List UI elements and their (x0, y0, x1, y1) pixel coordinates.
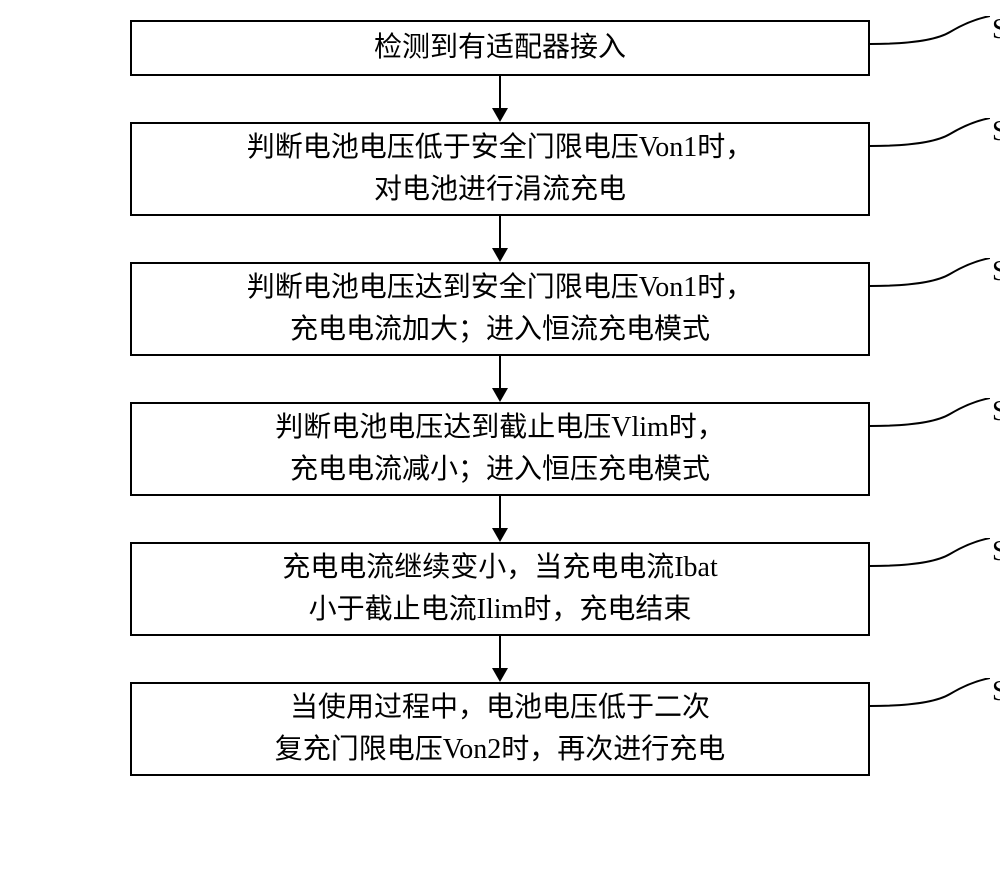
step-wrapper-s102: 判断电池电压低于安全门限电压Von1时，对电池进行涓流充电S102 (0, 122, 1000, 216)
arrow-line (499, 636, 501, 668)
arrow-down (492, 496, 508, 542)
step-text-line: 检测到有适配器接入 (374, 27, 626, 69)
step-label-s106: S106 (992, 676, 1000, 708)
arrow-line (499, 76, 501, 108)
arrow-line (499, 356, 501, 388)
step-text-line: 复充门限电压Von2时，再次进行充电 (275, 729, 726, 771)
step-box-s106: 当使用过程中，电池电压低于二次复充门限电压Von2时，再次进行充电 (130, 682, 870, 776)
step-label-s104: S104 (992, 396, 1000, 428)
step-text-line: 充电电流加大；进入恒流充电模式 (290, 309, 710, 351)
arrow-line (499, 216, 501, 248)
connector-curve (870, 16, 990, 46)
arrow-head-icon (492, 248, 508, 262)
step-text-line: 充电电流继续变小，当充电电流Ibat (282, 547, 718, 589)
arrow-down (492, 356, 508, 402)
step-box-s104: 判断电池电压达到截止电压Vlim时，充电电流减小；进入恒压充电模式 (130, 402, 870, 496)
step-text-line: 判断电池电压达到截止电压Vlim时， (275, 407, 725, 449)
step-box-s103: 判断电池电压达到安全门限电压Von1时，充电电流加大；进入恒流充电模式 (130, 262, 870, 356)
arrow-down (492, 636, 508, 682)
step-wrapper-s103: 判断电池电压达到安全门限电压Von1时，充电电流加大；进入恒流充电模式S103 (0, 262, 1000, 356)
connector-curve (870, 118, 990, 148)
step-wrapper-s105: 充电电流继续变小，当充电电流Ibat小于截止电流Ilim时，充电结束S105 (0, 542, 1000, 636)
arrow-line (499, 496, 501, 528)
arrow-head-icon (492, 388, 508, 402)
step-wrapper-s104: 判断电池电压达到截止电压Vlim时，充电电流减小；进入恒压充电模式S104 (0, 402, 1000, 496)
step-text-line: 当使用过程中，电池电压低于二次 (290, 687, 710, 729)
arrow-head-icon (492, 528, 508, 542)
step-text-line: 对电池进行涓流充电 (374, 169, 626, 211)
flowchart-container: 检测到有适配器接入S101 判断电池电压低于安全门限电压Von1时，对电池进行涓流… (0, 20, 1000, 776)
step-label-s103: S103 (992, 256, 1000, 288)
step-label-s101: S101 (992, 14, 1000, 46)
step-box-s101: 检测到有适配器接入 (130, 20, 870, 76)
connector-curve (870, 678, 990, 708)
connector-curve (870, 398, 990, 428)
arrow-head-icon (492, 108, 508, 122)
step-text-line: 充电电流减小；进入恒压充电模式 (290, 449, 710, 491)
step-text-line: 判断电池电压低于安全门限电压Von1时， (247, 127, 754, 169)
step-label-s102: S102 (992, 116, 1000, 148)
step-label-s105: S105 (992, 536, 1000, 568)
connector-curve (870, 258, 990, 288)
arrow-down (492, 216, 508, 262)
step-text-line: 小于截止电流Ilim时，充电结束 (309, 589, 692, 631)
arrow-head-icon (492, 668, 508, 682)
connector-curve (870, 538, 990, 568)
step-wrapper-s106: 当使用过程中，电池电压低于二次复充门限电压Von2时，再次进行充电S106 (0, 682, 1000, 776)
step-box-s105: 充电电流继续变小，当充电电流Ibat小于截止电流Ilim时，充电结束 (130, 542, 870, 636)
arrow-down (492, 76, 508, 122)
step-box-s102: 判断电池电压低于安全门限电压Von1时，对电池进行涓流充电 (130, 122, 870, 216)
step-wrapper-s101: 检测到有适配器接入S101 (0, 20, 1000, 76)
step-text-line: 判断电池电压达到安全门限电压Von1时， (247, 267, 754, 309)
